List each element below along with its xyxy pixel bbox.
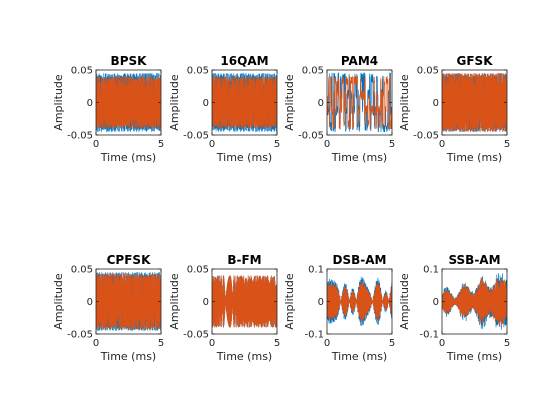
y-axis-label: Amplitude: [168, 273, 181, 330]
y-tick-label: -0.1: [419, 330, 439, 341]
series-line-2: [212, 275, 277, 328]
subplot-title: DSB-AM: [333, 253, 387, 267]
y-tick-label: 0: [318, 98, 324, 109]
y-tick-label: -0.1: [304, 330, 324, 341]
x-axis-label: Time (ms): [446, 151, 502, 164]
series-line-2: [212, 76, 277, 129]
y-axis-label: Amplitude: [398, 273, 411, 330]
x-tick-label: 0: [439, 139, 445, 150]
y-tick-label: 0.1: [423, 265, 439, 276]
subplot-title: PAM4: [341, 54, 378, 68]
y-tick-label: 0.1: [308, 265, 324, 276]
x-tick-label: 0: [209, 139, 215, 150]
y-tick-label: 0: [203, 98, 209, 109]
y-tick-label: -0.05: [67, 131, 93, 142]
x-tick-label: 5: [504, 139, 510, 150]
y-axis-label: Amplitude: [52, 74, 65, 131]
series-line-2: [327, 75, 392, 130]
subplot-title: 16QAM: [220, 54, 268, 68]
subplot-title: GFSK: [457, 54, 494, 68]
y-tick-label: 0: [87, 297, 93, 308]
y-tick-label: 0: [318, 297, 324, 308]
y-axis-label: Amplitude: [283, 273, 296, 330]
x-axis-label: Time (ms): [100, 151, 156, 164]
y-axis-label: Amplitude: [283, 74, 296, 131]
x-tick-label: 0: [93, 139, 99, 150]
x-tick-label: 5: [274, 139, 280, 150]
x-axis-label: Time (ms): [331, 151, 387, 164]
y-tick-label: 0.05: [187, 66, 209, 77]
subplot-title: BPSK: [111, 54, 148, 68]
y-tick-label: -0.05: [183, 330, 209, 341]
y-tick-label: 0.05: [71, 265, 93, 276]
x-tick-label: 5: [158, 338, 164, 349]
x-tick-label: 0: [324, 338, 330, 349]
y-tick-label: 0: [433, 297, 439, 308]
y-axis-label: Amplitude: [168, 74, 181, 131]
series-line-2: [327, 281, 392, 322]
x-tick-label: 5: [504, 338, 510, 349]
x-axis-label: Time (ms): [216, 151, 272, 164]
subplot-title: SSB-AM: [448, 253, 500, 267]
x-axis-label: Time (ms): [446, 350, 502, 363]
y-tick-label: -0.05: [298, 131, 324, 142]
x-tick-label: 5: [389, 338, 395, 349]
x-axis-label: Time (ms): [331, 350, 387, 363]
y-tick-label: 0.05: [71, 66, 93, 77]
x-tick-label: 5: [158, 139, 164, 150]
y-tick-label: 0: [87, 98, 93, 109]
series-line-2: [96, 273, 161, 330]
x-axis-label: Time (ms): [100, 350, 156, 363]
y-tick-label: -0.05: [183, 131, 209, 142]
x-tick-label: 0: [324, 139, 330, 150]
series-line-2: [442, 277, 507, 327]
subplot-title: CPFSK: [107, 253, 151, 267]
subplot-title: B-FM: [227, 253, 261, 267]
y-tick-label: 0: [203, 297, 209, 308]
x-tick-label: 0: [93, 338, 99, 349]
x-tick-label: 0: [209, 338, 215, 349]
y-tick-label: -0.05: [413, 131, 439, 142]
x-tick-label: 5: [274, 338, 280, 349]
y-tick-label: 0: [433, 98, 439, 109]
y-axis-label: Amplitude: [52, 273, 65, 330]
y-tick-label: 0.05: [417, 66, 439, 77]
x-tick-label: 0: [439, 338, 445, 349]
series-line-2: [96, 76, 161, 129]
x-tick-label: 5: [389, 139, 395, 150]
y-tick-label: 0.05: [302, 66, 324, 77]
y-tick-label: -0.05: [67, 330, 93, 341]
y-axis-label: Amplitude: [398, 74, 411, 131]
x-axis-label: Time (ms): [216, 350, 272, 363]
y-tick-label: 0.05: [187, 265, 209, 276]
series-line-2: [442, 73, 507, 132]
